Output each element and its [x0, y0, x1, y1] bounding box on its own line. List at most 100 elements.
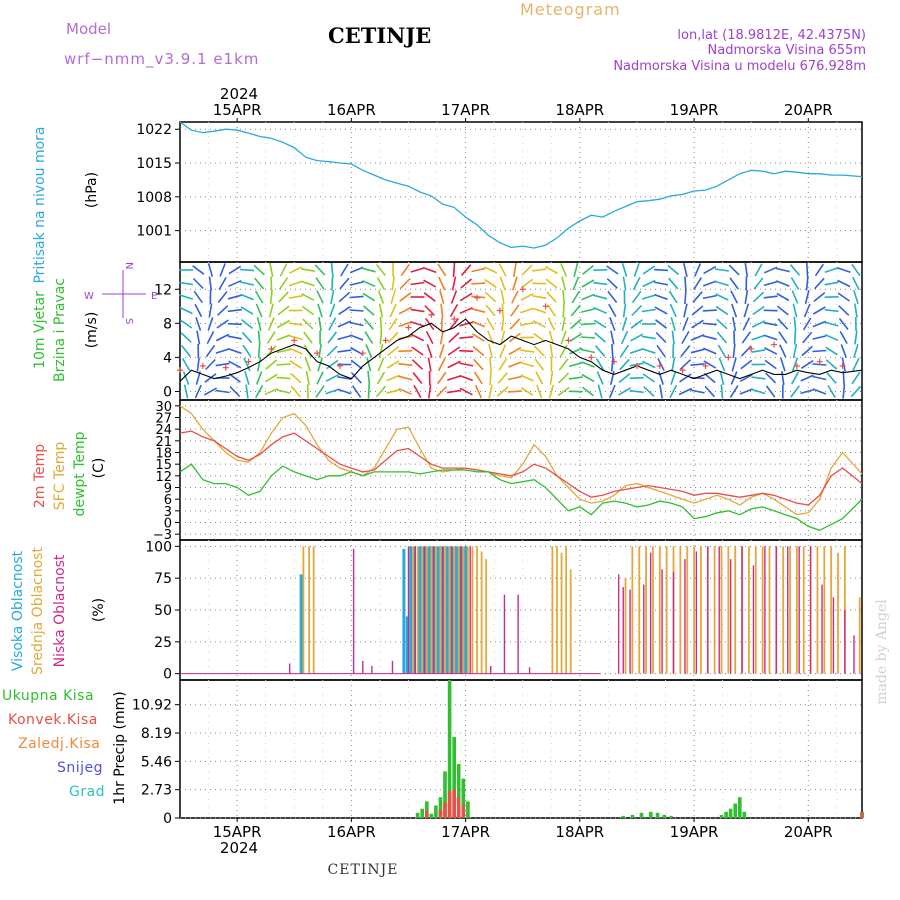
wind-arrow [581, 279, 595, 288]
wind-arrow [447, 375, 461, 381]
wind-arrow [682, 317, 689, 331]
wind-arrow [375, 385, 387, 398]
wind-arrow [668, 290, 678, 304]
bottom-time-axis: 15APR 16APR 17APR 18APR 19APR 20APR [213, 818, 833, 841]
wind-arrow [620, 330, 629, 345]
wind-arrow [684, 289, 687, 305]
wind-arrow [240, 281, 254, 286]
wind-arrow [568, 376, 583, 380]
wind-arrow [728, 264, 740, 276]
bottom-tick-label: 16APR [327, 823, 376, 841]
convective-precip-bar [438, 809, 443, 818]
wind-arrow [610, 357, 614, 372]
total-precip-bar [738, 797, 742, 818]
wind-arrow [853, 344, 859, 358]
wind-arrow [630, 333, 644, 342]
pressure-y-ticks: 1022 1015 1008 1001 [136, 122, 862, 240]
wind-arrow [337, 334, 352, 341]
precip-frame [179, 679, 863, 819]
wind-arrow [410, 333, 425, 342]
wind-arrow [276, 376, 291, 380]
top-tick-label: 15APR [213, 101, 262, 119]
wind-arrow [536, 384, 543, 399]
wind-arrow [631, 304, 643, 317]
cloud-label-high: Visoka Oblacnost [10, 550, 26, 671]
y-tick-label: 8 [163, 316, 172, 332]
wind-arrow [194, 303, 203, 318]
total-precip-bar [655, 812, 660, 818]
wind-arrow [680, 345, 691, 357]
wind-arrow [375, 264, 386, 276]
wind-arrow [562, 303, 565, 318]
wind-direction-arrows [179, 262, 862, 399]
wind-arrow [427, 357, 432, 372]
wind-arrow [305, 370, 310, 386]
wind-arrow [227, 335, 242, 340]
sfc-temp-line [179, 405, 863, 516]
wind-arrow [806, 262, 809, 278]
bottom-tick-label: 17APR [441, 823, 490, 841]
wind-arrow [192, 265, 205, 275]
wind-arrow [363, 318, 374, 330]
wind-arrow [257, 330, 261, 345]
wind-arrow [460, 264, 472, 276]
wind-arrow [827, 385, 836, 398]
wind-label-1: 10m Vjetar [32, 291, 48, 369]
y-tick-label: 6 [164, 493, 172, 508]
wind-arrow [338, 291, 351, 303]
wind-arrow [837, 292, 850, 302]
wind-arrow [752, 305, 765, 316]
wind-arrow [428, 384, 432, 399]
wind-arrow [690, 334, 705, 341]
wind-arrow [520, 278, 534, 289]
wind-arrow [239, 268, 255, 272]
wind-arrow [791, 290, 799, 304]
wind-arrow [379, 330, 383, 345]
wind-arrow [800, 374, 814, 382]
wind-arrow [684, 276, 687, 291]
wind-arrow [182, 371, 190, 385]
y-tick-label: 12 [155, 470, 172, 485]
wind-arrow [580, 336, 596, 339]
wind-arrow [702, 335, 717, 340]
wind-arrow [655, 319, 668, 329]
wind-arrow [228, 373, 241, 383]
panel-grids [208, 122, 838, 818]
total-precip-bar [648, 811, 653, 818]
wind-speed-line [179, 318, 863, 382]
wind-arrow [447, 346, 461, 356]
wind-arrow [693, 263, 702, 277]
wind-arrow [471, 333, 485, 342]
wind-arrow [520, 349, 535, 353]
wind-arrow [717, 344, 727, 358]
wind-arrow [193, 290, 204, 304]
wind-arrow [500, 330, 506, 345]
wind-arrow [558, 358, 569, 371]
wind-arrow [580, 348, 595, 354]
wind-arrow [535, 371, 544, 385]
wind-arrow [398, 387, 413, 396]
wind-arrow [459, 292, 473, 302]
wind-arrow [669, 303, 677, 318]
wind-arrow [449, 304, 459, 317]
wind-arrow [744, 262, 749, 278]
temp-label-2m: 2m Temp [32, 444, 48, 508]
precip-legend: Ukupna Kisa Konvek.Kisa Zaledj.Kisa Snijeg G… [2, 688, 105, 800]
wind-arrow [642, 360, 656, 369]
wind-arrow [763, 280, 778, 287]
wind-arrow [618, 387, 631, 396]
wind-arrow [349, 295, 364, 299]
wind-arrow [532, 307, 547, 314]
wind-arrow [611, 343, 614, 359]
wind-arrow [485, 304, 496, 317]
wind-arrow [633, 263, 640, 277]
wind-arrow [240, 293, 254, 301]
wind-arrow [398, 349, 413, 353]
wind-arrow [670, 317, 676, 331]
precip-legend-item: Ukupna Kisa [2, 688, 94, 704]
wind-arrow [195, 317, 202, 331]
wind-arrow [812, 349, 827, 353]
pressure-label: Pritisak na nivou mora [32, 126, 48, 283]
wind-arrow [317, 357, 323, 372]
wind-arrow [508, 361, 522, 368]
